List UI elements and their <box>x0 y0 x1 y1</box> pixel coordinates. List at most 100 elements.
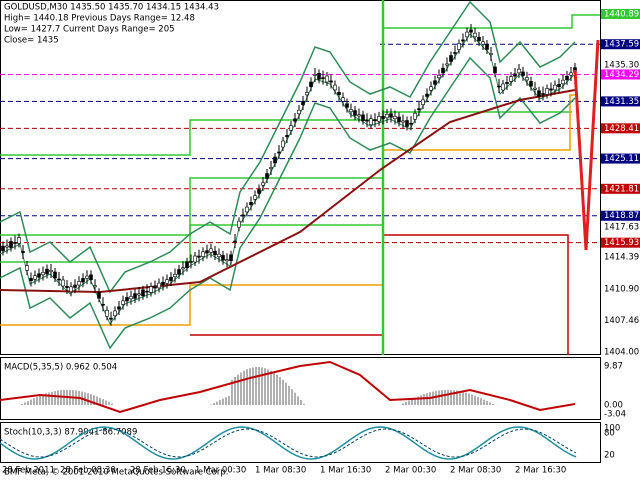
candle-body <box>281 140 285 148</box>
candle-body <box>89 274 93 280</box>
price-tag <box>601 96 640 107</box>
candle-body <box>461 39 465 42</box>
candle-body <box>533 87 537 90</box>
candle-body <box>297 109 301 115</box>
price-tag <box>601 69 640 80</box>
candle-body <box>37 273 41 278</box>
candle-body <box>193 255 197 263</box>
candle-body <box>505 82 509 84</box>
price-plot <box>0 0 600 350</box>
candle-body <box>545 88 549 95</box>
time-label: 2 Mar 00:30 <box>385 466 436 476</box>
candle-body <box>33 275 37 280</box>
candle-body <box>377 116 381 122</box>
stoch-axis-label: 80 <box>604 429 615 439</box>
price-tag <box>601 39 640 50</box>
candle-body <box>321 77 325 79</box>
candle-body <box>381 115 385 119</box>
candle-body <box>265 173 269 179</box>
candle-body <box>97 291 101 299</box>
candle-body <box>237 220 241 228</box>
candle-body <box>345 103 349 108</box>
candle-body <box>373 119 377 122</box>
candle-body <box>529 81 533 87</box>
candle-body <box>13 242 17 244</box>
price-label: 1414.39 <box>604 252 639 262</box>
candle-body <box>209 248 213 253</box>
header-line: Low= 1427.7 Current Days Range= 205 <box>4 25 175 35</box>
candle-body <box>441 67 445 74</box>
candle-body <box>497 85 501 88</box>
candle-body <box>301 100 305 106</box>
candle-body <box>445 63 449 66</box>
stoch-signal <box>0 428 577 458</box>
candle-body <box>509 76 513 82</box>
candle-body <box>565 75 569 81</box>
candle-body <box>493 66 497 74</box>
candle-body <box>361 114 365 122</box>
stoch-label: Stoch(10,3,3) 87.9941 86.7089 <box>4 428 137 438</box>
candle-body <box>485 44 489 50</box>
candle-body <box>293 118 297 122</box>
price-label: 1431.35 <box>604 97 639 107</box>
candle-body <box>401 120 405 123</box>
candle-body <box>425 93 429 97</box>
header-line: GOLDUSD,M30 1435.50 1435.70 1434.15 1434… <box>4 3 219 13</box>
candle-body <box>241 214 245 217</box>
candle-body <box>413 112 417 120</box>
price-tag <box>601 183 640 194</box>
candle-body <box>173 273 177 277</box>
candle-body <box>453 52 457 54</box>
candle-body <box>125 297 129 302</box>
candle-body <box>113 310 117 317</box>
candle-body <box>449 55 453 62</box>
candle-body <box>121 300 125 305</box>
candle-body <box>253 195 257 200</box>
candle-body <box>197 255 201 258</box>
candle-body <box>57 278 61 281</box>
stoch-main <box>0 426 577 460</box>
price-label: 1428.41 <box>604 124 639 134</box>
time-label: 28 Feb 16:30 <box>130 466 186 476</box>
candle-body <box>337 92 341 96</box>
candle-body <box>145 290 149 293</box>
candle-body <box>557 84 561 88</box>
candle-body <box>9 241 13 248</box>
candle-body <box>285 135 289 137</box>
candle-body <box>433 80 437 85</box>
candle-body <box>517 68 521 74</box>
candle-body <box>181 267 185 270</box>
candle-body <box>77 281 81 286</box>
header-line: High= 1440.18 Previous Days Range= 12.48 <box>4 14 195 24</box>
forecast-line <box>573 39 600 251</box>
macd-axis-label: 0.00 <box>604 401 623 411</box>
candle-body <box>133 293 137 299</box>
candle-body <box>61 279 65 287</box>
candle-body <box>305 92 309 96</box>
candle-body <box>353 110 357 116</box>
candle-body <box>357 114 361 117</box>
candle-body <box>201 251 205 257</box>
candle-body <box>29 277 33 281</box>
header-line: Close= 1435 <box>4 36 59 46</box>
candle-body <box>205 250 209 254</box>
candle-body <box>537 90 541 98</box>
stoch-axis-label: 20 <box>604 451 615 461</box>
price-label: 1435.30 <box>604 61 639 71</box>
candle-body <box>429 86 433 91</box>
footer: BMF Meta, © 2001-2010 MetaQuotes Softwar… <box>4 468 228 478</box>
candle-body <box>405 120 409 127</box>
stoch-axis-label: 100 <box>604 424 620 434</box>
candle-body <box>541 93 545 95</box>
candle-body <box>229 254 233 262</box>
macd-signal <box>0 360 576 414</box>
candle-body <box>85 275 89 279</box>
price-label: 1418.87 <box>604 211 639 221</box>
macd-label: MACD(5,35,5) 0.962 0.504 <box>4 363 117 373</box>
candle-body <box>473 32 477 38</box>
time-label: 1 Mar 08:30 <box>255 466 306 476</box>
candle-body <box>477 36 481 42</box>
candle-body <box>217 253 221 257</box>
